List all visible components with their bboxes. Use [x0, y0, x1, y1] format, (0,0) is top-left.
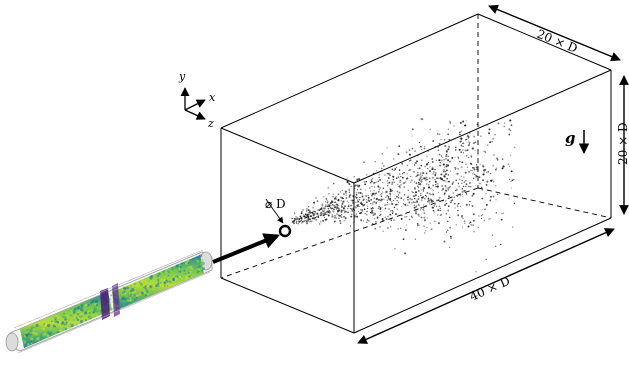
depth-label: 20 × D: [535, 27, 580, 56]
pipe-simulation: [5, 249, 213, 354]
domain-box: [220, 13, 612, 334]
z-axis-arrow: [184, 109, 206, 120]
diameter-leader-line: [269, 204, 284, 224]
height-label: 20 × D: [616, 122, 629, 165]
domain-box-hidden-edges: [220, 14, 612, 279]
axes-triad: [180, 87, 206, 120]
gravity-label: g: [565, 129, 576, 147]
pipe-section-2: [112, 283, 120, 317]
pipe-flow-texture: [22, 254, 205, 346]
x-axis-arrow: [184, 99, 206, 111]
pipe-section-1: [100, 288, 110, 320]
inflow-arrow-icon: [212, 233, 280, 264]
axis-label-z: z: [207, 117, 214, 130]
particle-cloud: [290, 117, 516, 273]
length-label: 40 × D: [468, 274, 513, 304]
length-dimension-arrow: [357, 228, 615, 344]
axis-label-x: x: [209, 91, 216, 104]
depth-dimension-arrow: [488, 4, 621, 62]
nozzle-circle-icon: [278, 224, 292, 238]
diameter-label: ⌀ D: [265, 197, 286, 211]
axis-label-y: y: [178, 70, 186, 83]
dimension-arrows: [357, 4, 629, 344]
pipe-end-cap-left: [5, 332, 19, 352]
